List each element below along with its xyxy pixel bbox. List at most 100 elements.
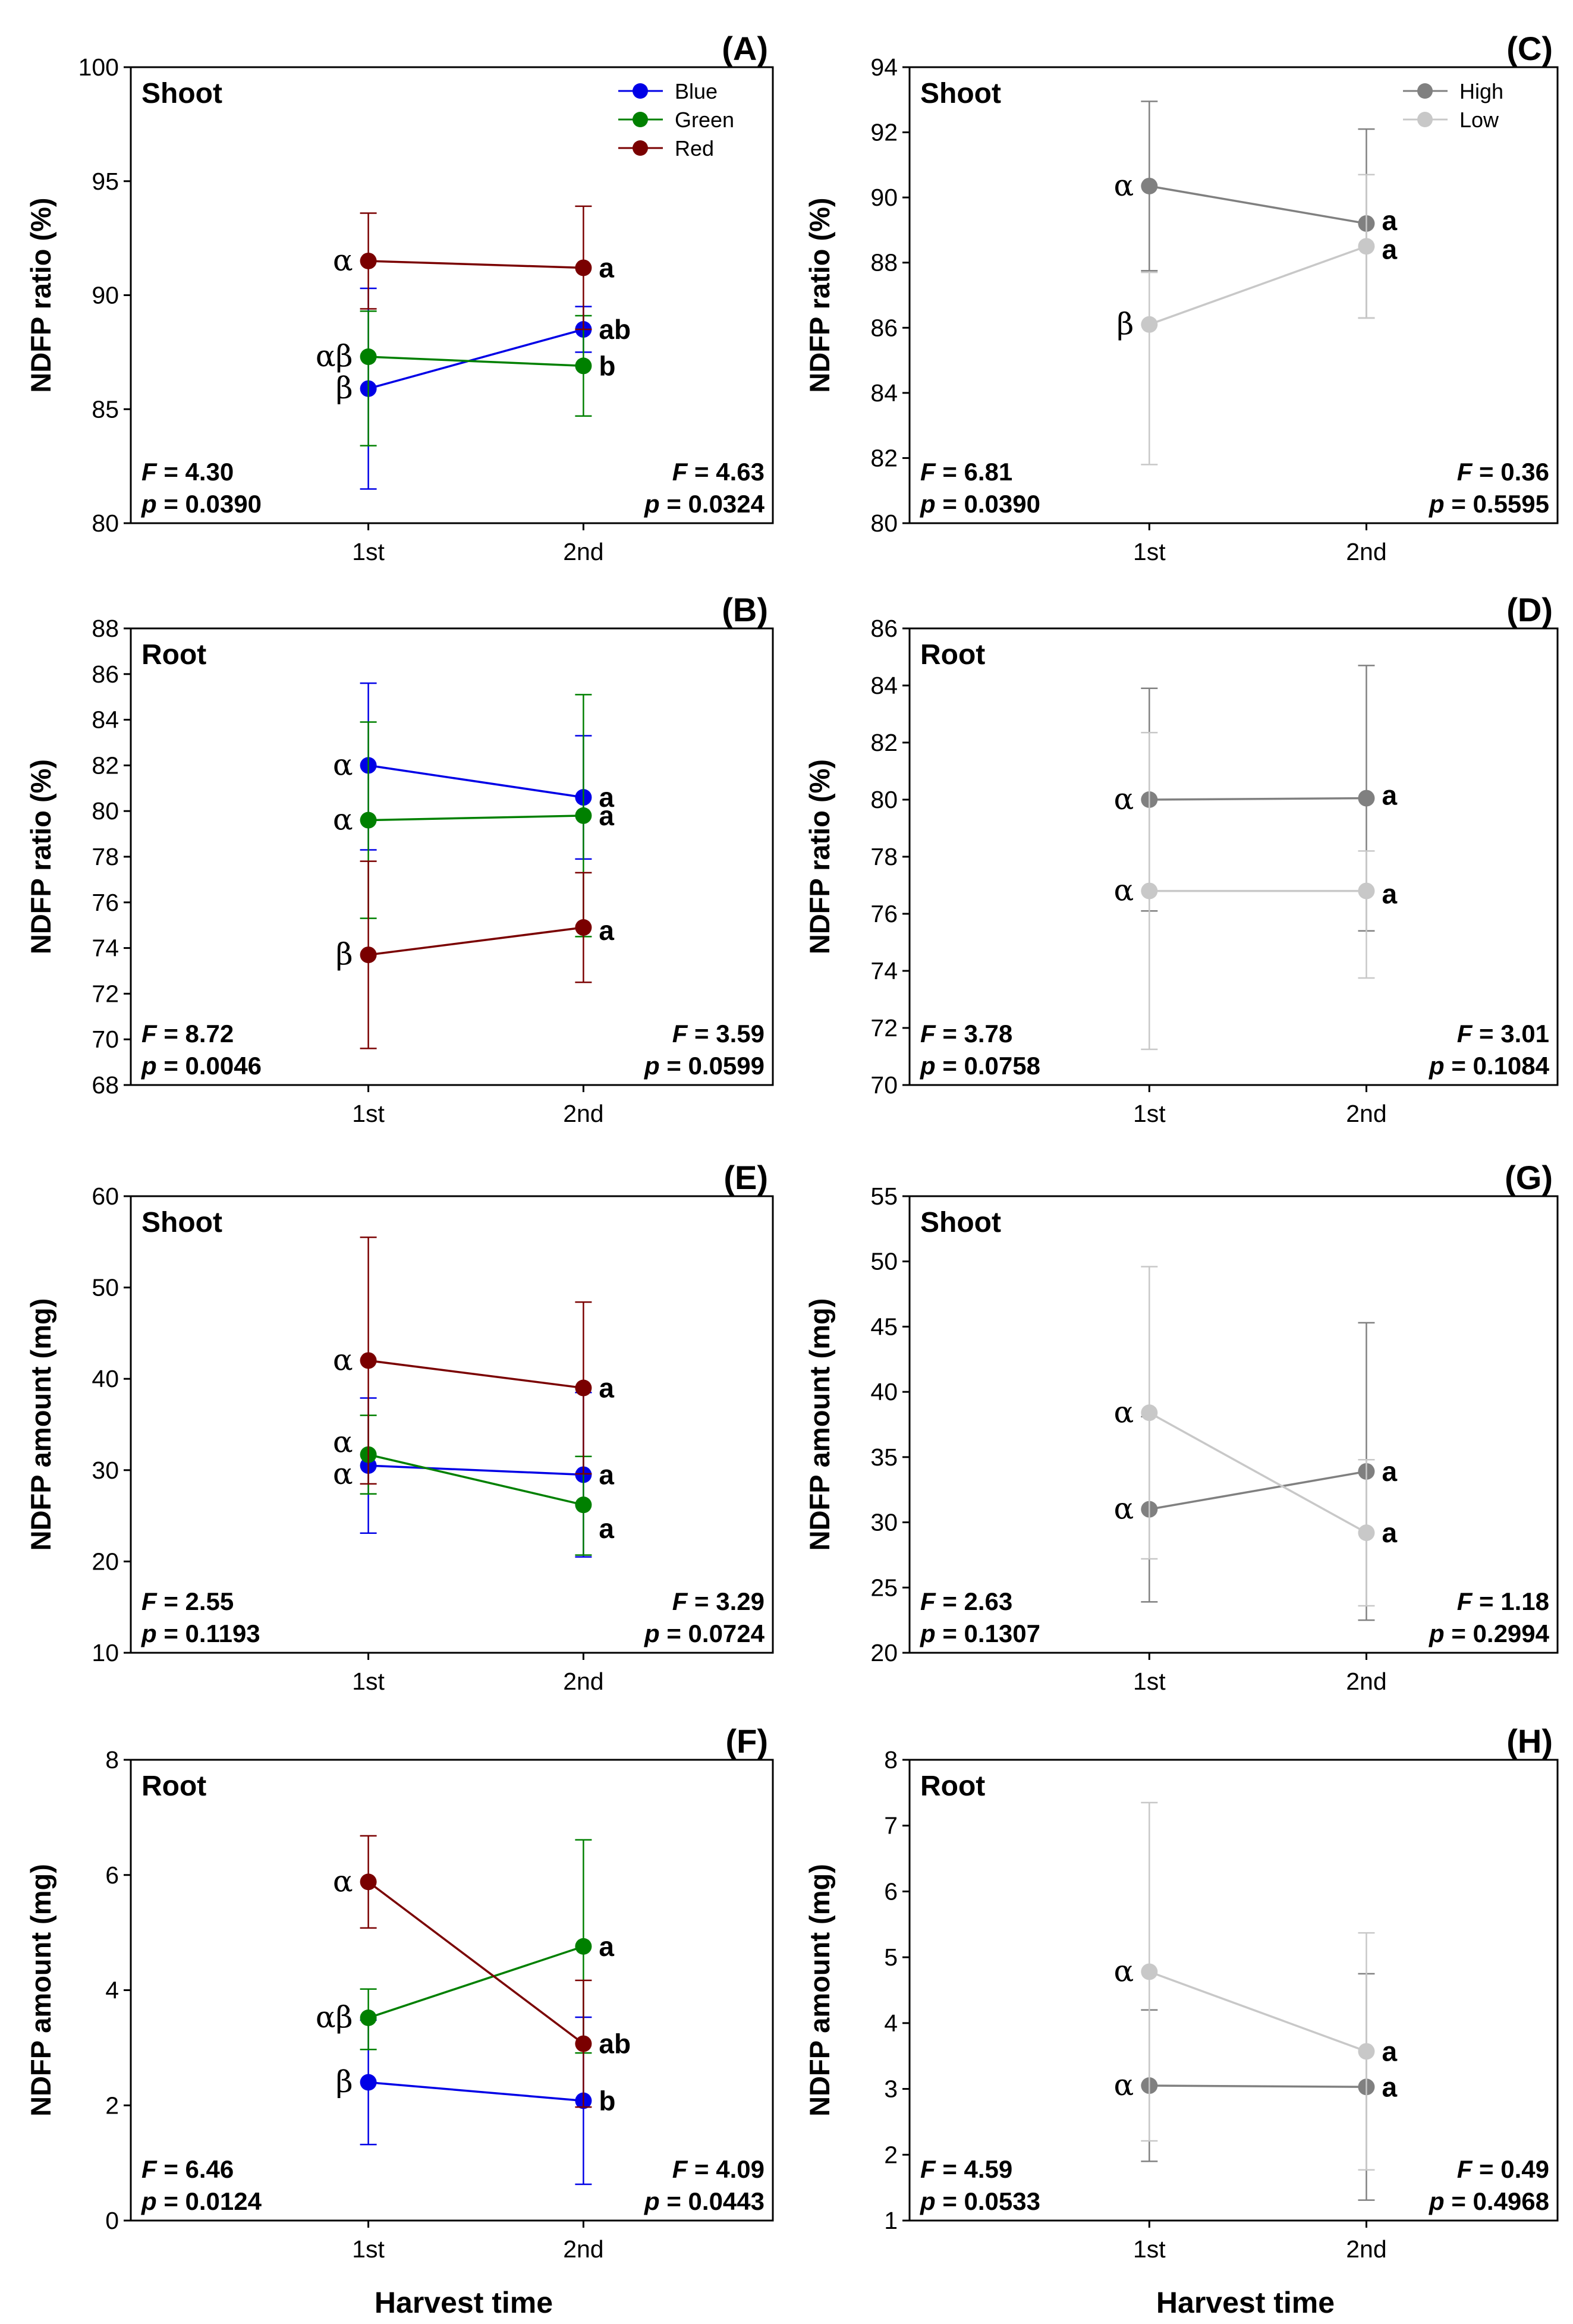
sig-letter-1st: αβ (316, 339, 353, 373)
stat-p-1: p = 0.0758 (920, 1052, 1040, 1080)
x-tick-label: 2nd (563, 2235, 603, 2263)
series-low: βa (1116, 174, 1397, 466)
legend-marker-high (1417, 83, 1433, 99)
y-tick-label: 25 (870, 1574, 898, 1601)
x-tick-label: 2nd (563, 538, 603, 565)
panel-c: 80 82 84 86 88 90 92 94 1st 2nd NDFP ratio (%) (C) S… (804, 30, 1559, 565)
series-line (1149, 1970, 1367, 2053)
sig-letter-1st: α (333, 1864, 353, 1898)
sig-letter-1st: α (1114, 1492, 1134, 1526)
stat-p-1: p = 0.0390 (141, 490, 262, 518)
y-tick-label: 80 (92, 797, 119, 825)
stat-p-1: p = 0.0390 (920, 490, 1040, 518)
sig-letter-1st: αβ (316, 2000, 353, 2034)
y-axis-title: NDFP amount (mg) (804, 1864, 835, 2117)
series-line (1149, 797, 1367, 801)
legend: Blue Green Red (618, 79, 734, 161)
sig-letter-2nd: a (599, 1931, 614, 1962)
panel-g: 20 25 30 35 40 45 50 55 1st 2nd NDFP amount (mg) (G… (804, 1159, 1559, 1695)
series-low: αa (1114, 1801, 1397, 2171)
series-blue: βb (336, 2016, 616, 2185)
sig-letter-2nd: a (1382, 780, 1397, 811)
stat-p-2: p = 0.1084 (1429, 1052, 1550, 1080)
data-point (1358, 238, 1375, 255)
y-tick-label: 0 (105, 2207, 119, 2234)
y-tick-label: 84 (870, 379, 898, 407)
panel-b: 68 70 72 74 76 78 80 82 84 86 88 1st 2nd NDFP ratio (… (25, 591, 774, 1127)
sig-letter-1st: α (1114, 873, 1134, 908)
y-tick-label: 80 (870, 510, 898, 537)
sig-letter-2nd: a (599, 252, 614, 283)
stat-f-2: F = 1.18 (1457, 1587, 1549, 1615)
y-tick-label: 80 (870, 786, 898, 813)
sig-letter-1st: β (336, 937, 353, 971)
series-line (368, 1359, 584, 1389)
series-line (368, 260, 584, 269)
data-point (575, 1496, 592, 1514)
sig-letter-1st: α (333, 243, 353, 278)
sig-letter-1st: α (333, 1342, 353, 1377)
legend: High Low (1403, 79, 1503, 132)
y-tick-label: 76 (870, 900, 898, 927)
x-tick-label: 1st (1133, 538, 1166, 565)
data-point (360, 1352, 377, 1369)
sig-letter-2nd: b (599, 350, 615, 381)
y-tick-label: 82 (870, 444, 898, 471)
panel-d: 70 72 74 76 78 80 82 84 86 1st 2nd NDFP ratio (%) (D… (804, 591, 1559, 1127)
plot-frame (130, 627, 774, 1086)
series-line (368, 1464, 584, 1476)
y-tick-label: 40 (870, 1378, 898, 1405)
y-axis-title: NDFP ratio (%) (25, 197, 56, 392)
panel-label: (G) (1505, 1159, 1553, 1196)
y-tick-label: 8 (105, 1746, 119, 1773)
y-tick-label: 100 (78, 54, 119, 81)
data-point (1141, 882, 1158, 900)
sig-letter-2nd: a (599, 782, 614, 813)
x-tick-label: 2nd (1346, 2235, 1386, 2263)
y-tick-label: 94 (870, 54, 898, 81)
y-axis-title: NDFP amount (mg) (25, 1298, 56, 1551)
stat-p-1: p = 0.0533 (920, 2187, 1040, 2215)
sig-letter-1st: α (333, 747, 353, 782)
y-tick-label: 86 (870, 314, 898, 341)
stat-p-1: p = 0.1307 (920, 1619, 1040, 1647)
y-tick-label: 82 (92, 751, 119, 779)
data-point (575, 807, 592, 824)
panel-h: 1 2 3 4 5 6 7 8 1st 2nd NDFP amount (mg) Harvest ti… (804, 1722, 1559, 2319)
organ-label: Root (141, 639, 206, 671)
y-tick-label: 7 (884, 1812, 898, 1839)
y-tick-label: 35 (870, 1444, 898, 1471)
series-line (1149, 1411, 1367, 1534)
series-low: αa (1114, 1266, 1397, 1607)
sig-letter-2nd: a (1382, 1456, 1397, 1487)
series-line (368, 814, 584, 822)
stat-f-2: F = 4.63 (672, 458, 765, 486)
stat-f-1: F = 6.81 (920, 458, 1012, 486)
organ-label: Root (141, 1770, 206, 1802)
y-tick-label: 84 (870, 672, 898, 699)
data-point (360, 946, 377, 964)
data-point (360, 812, 377, 829)
stat-f-2: F = 0.36 (1457, 458, 1549, 486)
series-line (368, 356, 584, 367)
series-blue: β ab (336, 287, 631, 490)
y-tick-label: 74 (92, 935, 119, 962)
y-axis-title: NDFP amount (mg) (25, 1864, 56, 2117)
sig-letter-2nd: ab (599, 314, 631, 345)
y-tick-label: 86 (870, 615, 898, 642)
data-point (1141, 1963, 1158, 1980)
legend-label-blue: Blue (675, 79, 718, 103)
sig-letter-1st: α (1114, 1954, 1134, 1989)
series-red: α ab (333, 1835, 631, 2108)
y-tick-label: 10 (92, 1639, 119, 1666)
y-tick-label: 72 (870, 1014, 898, 1042)
stat-p-2: p = 0.0443 (644, 2187, 765, 2215)
sig-letter-2nd: a (599, 915, 614, 946)
stat-p-1: p = 0.0124 (141, 2187, 262, 2215)
y-tick-label: 82 (870, 729, 898, 756)
stat-f-1: F = 8.72 (141, 1020, 234, 1048)
y-tick-label: 76 (92, 889, 119, 916)
